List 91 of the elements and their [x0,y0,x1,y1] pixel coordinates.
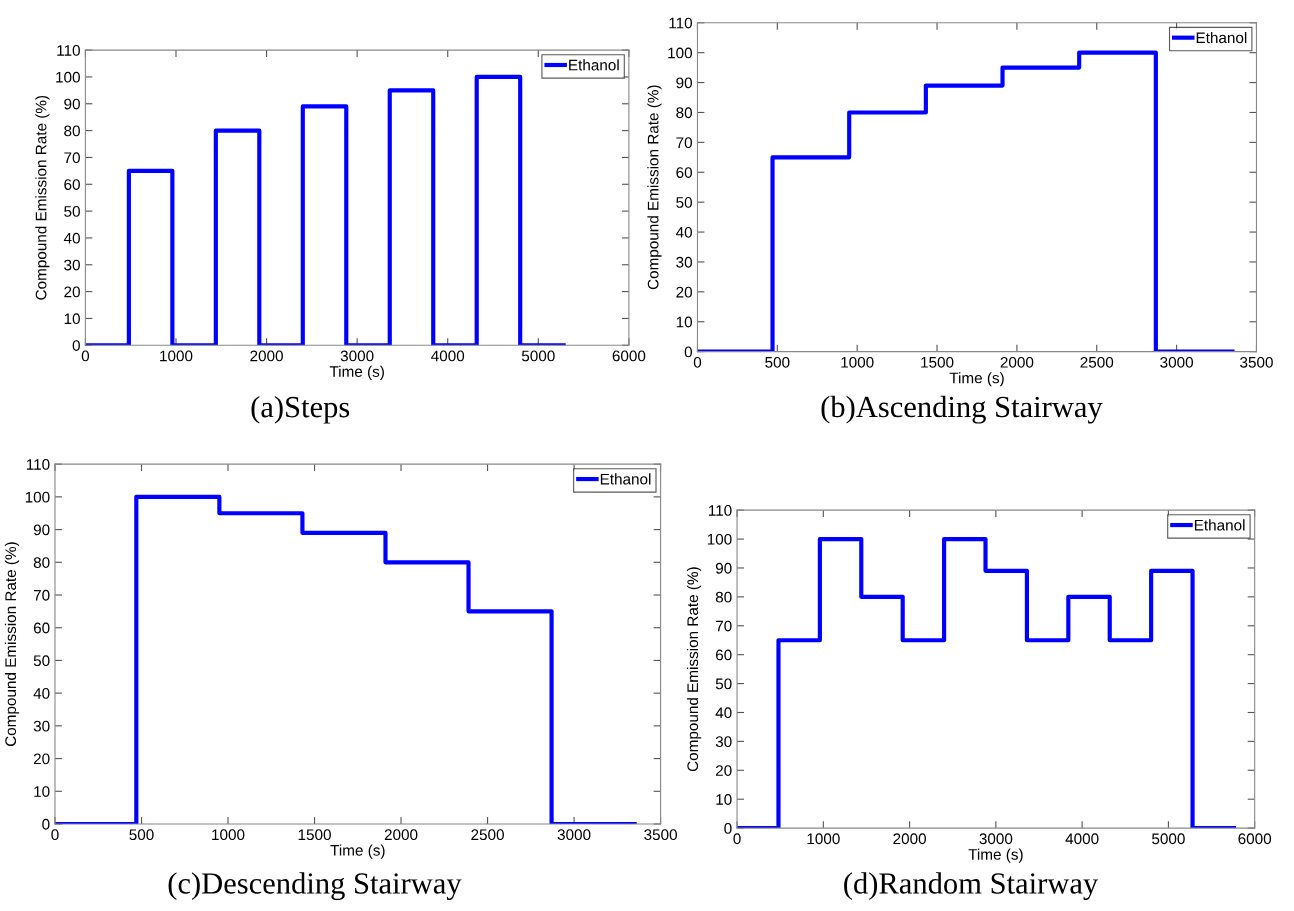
x-tick-label: 3000 [340,350,374,362]
y-tick-label: 90 [676,77,693,89]
y-tick-label: 30 [64,259,80,271]
text: (d)Random Stairway [844,872,1099,901]
y-tick-label: 80 [64,125,80,137]
x-tick-label: 4000 [1065,833,1099,845]
y-tick-label: 40 [715,707,732,719]
x-tick-label: 2500 [1080,356,1114,368]
x-tick-label: 2000 [893,833,926,845]
y-tick-label: 20 [33,753,50,765]
legend-label: Ethanol [1194,519,1245,531]
x-tick-label: 5000 [521,350,555,362]
text: (a)Steps [251,395,350,424]
y-tick-label: 100 [25,491,50,503]
y-tick-label: 80 [676,107,693,119]
y-tick-label: 0 [42,818,50,830]
y-tick-label: 30 [715,736,732,748]
x-tick-label: 500 [765,356,790,368]
y-tick-label: 70 [64,152,80,164]
x-tick-label: 5000 [1152,833,1185,845]
x-tick-label: 3000 [1160,356,1194,368]
x-tick-label: 1000 [160,350,193,362]
x-tick-label: 0 [81,350,90,362]
y-tick-label: 100 [56,71,80,83]
y-tick-label: 40 [63,232,80,244]
y-axis-title: Compound Emission Rate (%) [647,85,662,290]
y-tick-label: 0 [72,340,80,351]
y-tick-label: 80 [715,591,732,603]
legend-label: Ethanol [569,59,619,71]
x-axis-title: Time (s) [949,372,1004,387]
x-tick-label: 2500 [471,829,504,841]
y-tick-label: 100 [707,533,732,545]
y-tick-label: 40 [675,226,693,238]
x-tick-label: 1000 [807,833,840,845]
y-tick-label: 50 [715,678,732,690]
x-tick-label: 3000 [557,829,591,841]
y-tick-label: 110 [709,505,732,516]
y-tick-label: 70 [33,589,50,601]
x-tick-label: 0 [693,356,702,368]
y-tick-label: 60 [715,649,732,661]
y-tick-label: 110 [669,17,693,29]
x-tick-label: 1500 [921,356,954,368]
x-tick-label: 2000 [1000,356,1034,368]
y-tick-label: 60 [676,167,693,178]
y-tick-label: 20 [64,286,80,298]
y-tick-label: 30 [33,720,50,732]
y-tick-label: 50 [64,205,80,217]
y-tick-label: 40 [33,688,50,699]
x-tick-label: 2000 [384,829,418,841]
x-tick-label: 2000 [250,350,283,362]
x-tick-label: 6000 [1238,833,1272,845]
y-tick-label: 20 [715,765,732,776]
y-tick-label: 90 [715,562,732,574]
x-tick-label: 1500 [298,829,331,841]
y-tick-label: 110 [57,44,80,56]
legend-label: Ethanol [1196,31,1247,44]
legend-label: Ethanol [600,473,651,485]
y-tick-label: 110 [26,459,50,470]
x-axis-title: Time (s) [329,365,384,380]
y-tick-label: 90 [33,524,50,536]
x-tick-label: 3500 [644,829,677,841]
y-tick-label: 10 [64,313,80,325]
x-tick-label: 3500 [1240,356,1273,368]
y-tick-label: 60 [33,622,50,634]
x-axis-title: Time (s) [330,844,385,859]
y-tick-label: 70 [676,137,693,149]
y-tick-label: 10 [676,316,693,328]
y-tick-label: 70 [715,620,732,632]
y-tick-label: 20 [676,286,693,298]
y-tick-label: 50 [33,655,50,667]
y-tick-label: 100 [668,47,693,59]
x-tick-label: 4000 [431,350,465,362]
x-tick-label: 1000 [841,356,874,368]
y-axis-title: Compound Emission Rate (%) [35,95,50,300]
y-tick-label: 30 [676,256,693,268]
y-tick-label: 10 [716,794,732,805]
x-tick-label: 500 [129,829,154,841]
x-tick-label: 6000 [612,350,646,362]
y-tick-label: 80 [33,557,50,568]
x-tick-label: 1000 [212,829,245,841]
text: (b)Ascending Stairway [821,395,1103,424]
y-tick-label: 10 [34,786,50,797]
x-tick-label: 0 [733,833,741,845]
y-tick-label: 50 [676,197,693,208]
y-axis-title: Compound Emission Rate (%) [686,567,702,772]
y-tick-label: 90 [64,98,80,110]
x-axis-title: Time (s) [968,848,1023,863]
x-tick-label: 3000 [979,833,1013,845]
y-tick-label: 60 [64,179,80,190]
y-axis-title: Compound Emission Rate (%) [4,542,20,747]
text: (c)Descending Stairway [168,872,462,901]
